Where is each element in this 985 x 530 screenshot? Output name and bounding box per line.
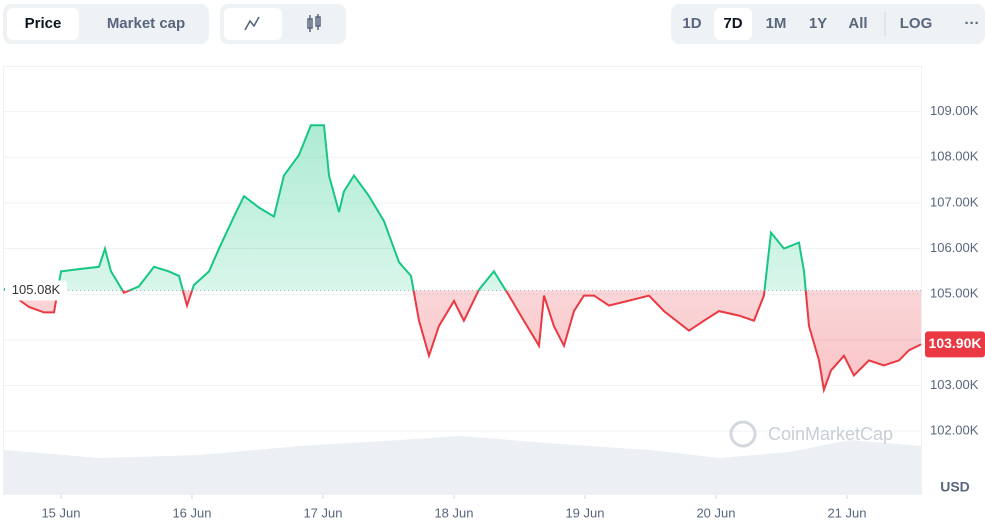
range[interactable]: 1Y bbox=[809, 15, 827, 32]
area-down bbox=[6, 290, 921, 390]
price-line-up bbox=[3, 124, 807, 291]
range[interactable]: All bbox=[848, 15, 867, 32]
y-tick-label: 105.00K bbox=[930, 286, 979, 301]
x-tick-label: 19 Jun bbox=[565, 505, 604, 520]
x-tick-label: 17 Jun bbox=[303, 505, 342, 520]
log-button[interactable]: LOG bbox=[900, 15, 933, 32]
y-tick-label: 102.00K bbox=[930, 423, 979, 438]
y-tick-label: 106.00K bbox=[930, 240, 979, 255]
price-line-down bbox=[4, 290, 922, 394]
y-tick-label: 109.00K bbox=[930, 103, 979, 118]
last-price-box bbox=[925, 331, 985, 358]
line-icon bbox=[244, 16, 260, 31]
range[interactable]: 7D bbox=[723, 15, 742, 32]
y-tick-label: 103.00K bbox=[930, 377, 979, 392]
baseline-label-box bbox=[5, 280, 67, 301]
x-tick-label: 21 Jun bbox=[827, 505, 866, 520]
unit-label: USD bbox=[940, 479, 970, 495]
x-tick-label: 15 Jun bbox=[41, 505, 80, 520]
plot-frame bbox=[3, 66, 922, 495]
watermark: CoinMarketCap bbox=[729, 420, 893, 448]
volume-area bbox=[4, 436, 921, 494]
baseline-label: 105.08K bbox=[12, 282, 61, 297]
tab[interactable]: Market cap bbox=[107, 15, 185, 32]
watermark-text: CoinMarketCap bbox=[768, 424, 893, 444]
range-selected[interactable] bbox=[714, 8, 752, 40]
area-up bbox=[4, 125, 921, 291]
more-button[interactable]: ··· bbox=[965, 15, 980, 32]
x-tick-label: 16 Jun bbox=[172, 505, 211, 520]
x-tick-label: 20 Jun bbox=[696, 505, 735, 520]
range[interactable]: 1M bbox=[766, 15, 787, 32]
y-tick-label: 108.00K bbox=[930, 149, 979, 164]
last-price-label: 103.90K bbox=[929, 335, 982, 351]
tab[interactable]: Price bbox=[25, 15, 62, 32]
range[interactable]: 1D bbox=[682, 15, 701, 32]
x-tick-label: 18 Jun bbox=[434, 505, 473, 520]
candle-icon[interactable] bbox=[307, 14, 321, 32]
y-tick-label: 107.00K bbox=[930, 194, 979, 209]
tab-selected[interactable] bbox=[7, 8, 79, 40]
